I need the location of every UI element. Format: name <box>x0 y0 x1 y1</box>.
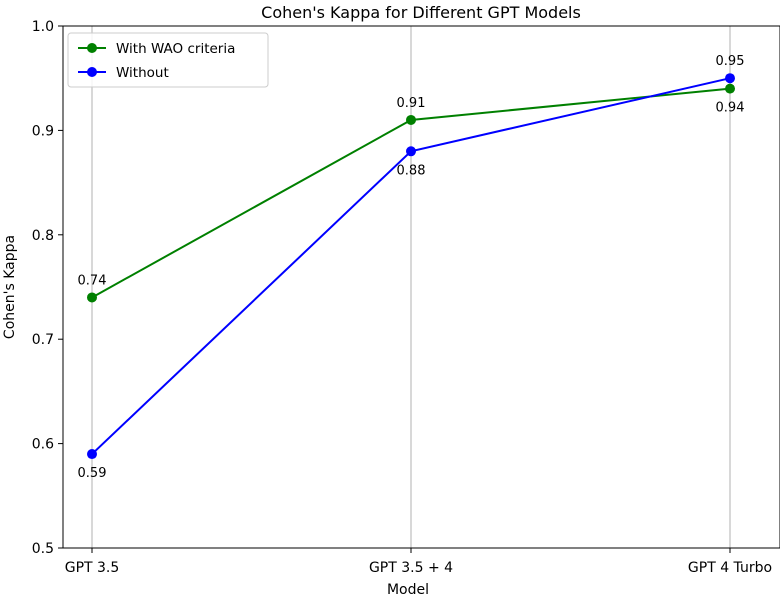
data-point <box>87 449 97 460</box>
data-label: 0.91 <box>397 96 426 111</box>
x-axis-label: Model <box>387 582 429 598</box>
y-axis-label: Cohen's Kappa <box>2 235 18 339</box>
y-tick-label: 0.8 <box>32 228 54 244</box>
data-point <box>725 83 735 94</box>
y-tick-label: 0.6 <box>32 437 54 453</box>
legend-box <box>67 32 269 88</box>
axes-frame <box>62 25 780 549</box>
legend-marker <box>87 67 97 77</box>
y-tick-label: 0.5 <box>32 541 54 557</box>
y-tick-label: 1.0 <box>32 19 54 35</box>
chart-title: Cohen's Kappa for Different GPT Models <box>261 3 581 22</box>
data-label: 0.94 <box>716 101 745 116</box>
legend: With WAO criteria Without <box>67 32 269 88</box>
legend-marker <box>87 43 97 53</box>
legend-entry: With WAO criteria <box>116 41 235 57</box>
data-point <box>406 114 416 125</box>
data-label: 0.59 <box>78 466 107 481</box>
data-label: 0.74 <box>78 273 107 288</box>
legend-entry: Without <box>116 65 169 81</box>
x-tick-label: GPT 4 Turbo <box>688 560 772 576</box>
x-tick-label: GPT 3.5 + 4 <box>369 560 453 576</box>
data-point <box>87 292 97 303</box>
grid-layer <box>91 26 731 548</box>
series-layer <box>87 73 735 460</box>
x-tick-label: GPT 3.5 <box>65 560 120 576</box>
y-tick-label: 0.9 <box>32 123 54 139</box>
data-point <box>725 73 735 84</box>
data-label: 0.88 <box>397 163 426 178</box>
data-labels-layer: 0.74 0.91 0.94 0.59 0.88 0.95 <box>78 54 745 481</box>
data-point <box>406 146 416 157</box>
axes-layer: 0.5 0.6 0.7 0.8 0.9 1.0 GPT 3.5 GPT 3.5 + 4 GPT … <box>32 19 780 576</box>
data-label: 0.95 <box>716 54 745 69</box>
y-tick-label: 0.7 <box>32 332 54 348</box>
